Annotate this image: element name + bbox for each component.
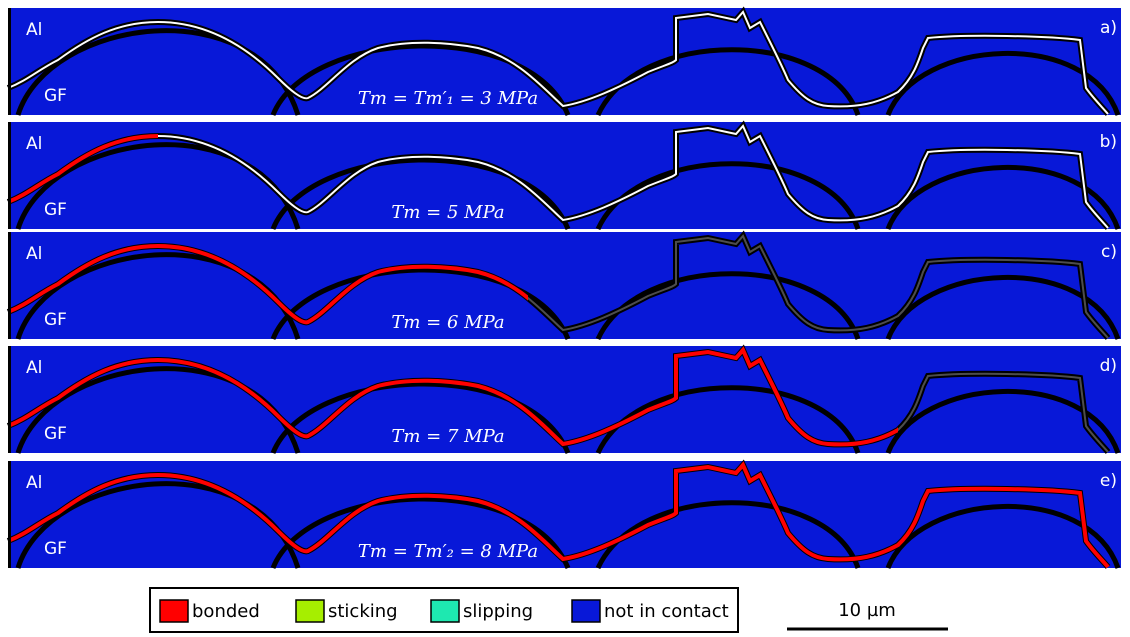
panel-label: a) <box>1100 18 1117 38</box>
legend-swatch <box>572 600 600 622</box>
left-edge <box>8 122 11 229</box>
condition: Tm = 7 MPa <box>391 426 504 447</box>
panel: Al GF Tm = 6 MPa c) <box>8 232 1121 339</box>
left-edge <box>8 232 11 339</box>
panel: Al GF Tm = 7 MPa d) <box>8 346 1121 453</box>
condition: Tm = Tm′₂ = 8 MPa <box>358 541 538 562</box>
top-material: Al <box>26 358 42 378</box>
legend-swatch <box>431 600 459 622</box>
legend-label: bonded <box>192 601 260 622</box>
panel: Al GF Tm = Tm′₁ = 3 MPa a) <box>8 8 1121 115</box>
condition: Tm = Tm′₁ = 3 MPa <box>358 88 538 109</box>
panel-label: e) <box>1100 471 1117 491</box>
bottom-material: GF <box>44 200 67 220</box>
top-material: Al <box>26 20 42 40</box>
bottom-material: GF <box>44 86 67 106</box>
legend-label: sticking <box>328 601 398 622</box>
bottom-material: GF <box>44 539 67 559</box>
left-edge <box>8 461 11 568</box>
legend-label: not in contact <box>604 601 729 622</box>
condition: Tm = 6 MPa <box>391 312 504 333</box>
bottom-material: GF <box>44 310 67 330</box>
panel-label: b) <box>1100 132 1117 152</box>
condition: Tm = 5 MPa <box>391 202 504 223</box>
left-edge <box>8 8 11 115</box>
scale-bar-label: 10 µm <box>838 600 896 621</box>
panel: Al GF Tm = Tm′₂ = 8 MPa e) <box>8 461 1121 568</box>
panel: Al GF Tm = 5 MPa b) <box>8 122 1121 229</box>
legend-label: slipping <box>463 601 533 622</box>
panel-label: c) <box>1101 242 1117 262</box>
legend-swatch <box>160 600 188 622</box>
legend-swatch <box>296 600 324 622</box>
top-material: Al <box>26 244 42 264</box>
figure: 10 µm Al GF Tm = Tm′₁ = 3 MPa a) Al GF Tm = 5 … <box>0 0 1130 637</box>
top-material: Al <box>26 473 42 493</box>
top-material: Al <box>26 134 42 154</box>
left-edge <box>8 346 11 453</box>
bottom-material: GF <box>44 424 67 444</box>
panel-label: d) <box>1100 356 1117 376</box>
